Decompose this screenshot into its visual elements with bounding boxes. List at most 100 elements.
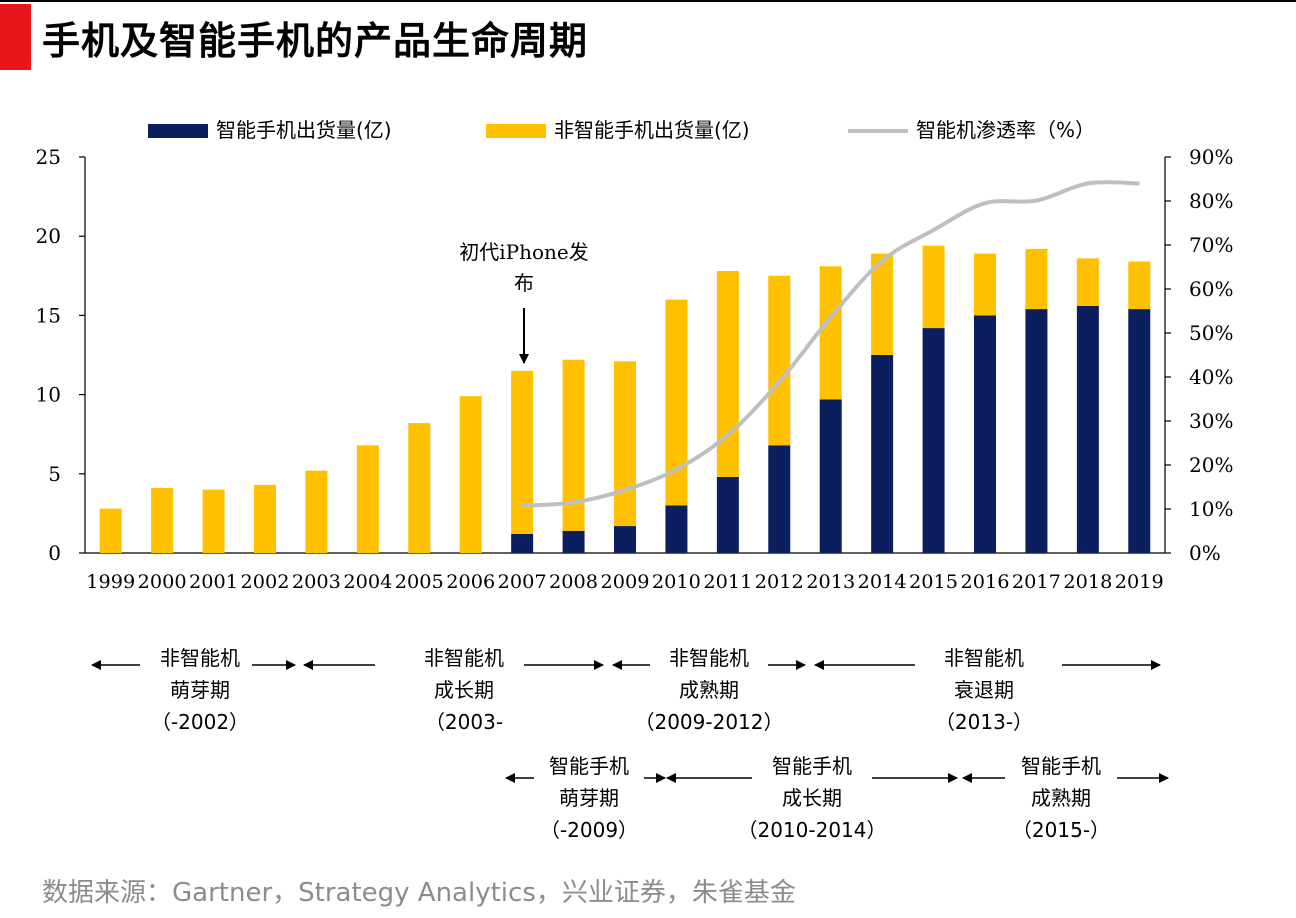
left-axis-tick-label: 5 (48, 462, 61, 486)
right-axis-tick-label: 40% (1189, 365, 1233, 389)
x-axis-label: 2018 (1063, 571, 1112, 593)
phase-label: （2010-2014） (737, 818, 886, 842)
bar-smart-2018 (1076, 305, 1099, 553)
bar-nonsmart-2006 (459, 396, 482, 553)
phase-label: 成熟期 (679, 678, 739, 702)
page-title: 手机及智能手机的产品生命周期 (42, 19, 589, 63)
phase-label: 智能手机 (772, 754, 852, 778)
x-axis-ticks: 1999 2000 2001 2002 2003 2004 2005 2006 2007 2008… (86, 571, 1164, 593)
phase-label: （2013-） (935, 710, 1033, 734)
x-axis-label: 2004 (343, 571, 392, 593)
phase-label: （-2009） (540, 818, 638, 842)
x-axis-label: 2002 (241, 571, 290, 593)
penetration-point-2015 (933, 229, 935, 231)
x-axis-label: 2008 (549, 571, 598, 593)
x-axis-label: 2017 (1012, 571, 1061, 593)
right-axis-tick-label: 50% (1189, 321, 1233, 345)
phase-label: 成长期 (782, 786, 842, 810)
bar-nonsmart-2004 (356, 445, 379, 553)
bar-nonsmart-2019 (1128, 261, 1151, 310)
penetration-point-2008 (573, 501, 575, 503)
left-axis-tick-label: 0 (48, 541, 61, 565)
nonsmart-phases: 非智能机 萌芽期 （-2002） 非智能机 成长期 （2003- 非智能机 成熟… (91, 646, 1161, 734)
x-axis-label: 2019 (1115, 571, 1164, 593)
penetration-point-2010 (675, 468, 677, 470)
penetration-point-2016 (984, 202, 986, 204)
bar-nonsmart-2007 (511, 370, 534, 534)
x-axis-label: 2003 (292, 571, 341, 593)
iphone-annotation: 初代iPhone发 布 (459, 240, 589, 364)
bar-series (99, 245, 1151, 553)
phase-label: 非智能机 (424, 646, 504, 670)
right-axis-tick-label: 70% (1189, 233, 1233, 257)
phase-label: 成熟期 (1031, 786, 1091, 810)
penetration-point-2007 (521, 505, 523, 507)
right-axis-tick-label: 30% (1189, 409, 1233, 433)
bar-smart-2007 (511, 533, 534, 553)
penetration-point-2011 (727, 434, 729, 436)
left-axis-tick-label: 25 (36, 145, 61, 169)
bar-smart-2010 (665, 505, 688, 553)
x-axis-label: 2011 (703, 571, 752, 593)
legend-swatch-nonsmart (486, 124, 546, 138)
source-note: 数据来源：Gartner，Strategy Analytics，兴业证券，朱雀基… (42, 878, 796, 908)
bar-smart-2015 (922, 328, 945, 553)
penetration-point-2012 (778, 381, 780, 383)
bar-smart-2014 (871, 355, 894, 553)
bar-nonsmart-2016 (974, 253, 996, 316)
bar-smart-2009 (614, 526, 636, 553)
phase-label: 衰退期 (954, 678, 1014, 702)
x-axis-label: 2012 (755, 571, 804, 593)
x-axis-label: 2007 (498, 571, 547, 593)
penetration-point-2017 (1035, 200, 1037, 202)
phase-label: （-2002） (151, 710, 249, 734)
x-axis-label: 2015 (909, 571, 958, 593)
x-axis-label: 2010 (652, 571, 701, 593)
left-axis-tick-label: 20 (36, 224, 61, 248)
title-accent-bar (0, 4, 31, 70)
phase-label: 智能手机 (549, 754, 629, 778)
annotation-text-line2: 布 (514, 271, 534, 295)
left-axis-ticks: 0 5 10 15 20 25 (36, 145, 85, 565)
bar-nonsmart-2011 (716, 271, 739, 477)
bar-smart-2016 (974, 315, 996, 553)
bar-nonsmart-2014 (871, 253, 894, 355)
x-axis-label: 2016 (961, 571, 1010, 593)
penetration-point-2018 (1087, 182, 1089, 184)
phase-label: （2015-） (1012, 818, 1110, 842)
phase-label: （2003- (425, 710, 503, 734)
right-axis-tick-label: 10% (1189, 497, 1233, 521)
penetration-point-2019 (1138, 182, 1140, 184)
right-axis-tick-label: 60% (1189, 277, 1233, 301)
bar-nonsmart-2005 (408, 423, 431, 553)
phase-label: （2009-2012） (634, 710, 783, 734)
phase-label: 萌芽期 (559, 786, 619, 810)
annotation-text-line1: 初代iPhone发 (459, 240, 589, 264)
bar-nonsmart-2003 (305, 470, 328, 553)
bar-nonsmart-2012 (768, 275, 791, 446)
x-axis-label: 2013 (806, 571, 855, 593)
bar-smart-2011 (716, 476, 739, 553)
bar-nonsmart-2010 (665, 299, 688, 506)
bar-smart-2019 (1128, 309, 1151, 553)
bar-smart-2008 (562, 530, 585, 553)
x-axis-label: 2014 (858, 571, 907, 593)
bar-nonsmart-2002 (254, 484, 276, 553)
x-axis-label: 2009 (601, 571, 650, 593)
phase-label: 非智能机 (160, 646, 240, 670)
x-axis-label: 1999 (86, 571, 135, 593)
penetration-point-2009 (624, 489, 626, 491)
bar-nonsmart-2017 (1025, 248, 1048, 310)
left-axis-tick-label: 15 (36, 303, 61, 327)
bar-smart-2017 (1025, 309, 1048, 553)
phase-label: 非智能机 (944, 646, 1024, 670)
legend: 智能手机出货量(亿) 非智能手机出货量(亿) 智能机渗透率（%） (148, 118, 1095, 142)
bar-nonsmart-2000 (151, 488, 174, 553)
legend-label-smart: 智能手机出货量(亿) (216, 118, 392, 142)
x-axis-label: 2000 (138, 571, 187, 593)
x-axis-label: 2005 (395, 571, 444, 593)
bar-nonsmart-2018 (1076, 258, 1099, 306)
x-axis-label: 2001 (189, 571, 238, 593)
bar-nonsmart-2009 (614, 361, 636, 527)
bar-nonsmart-2015 (922, 245, 945, 329)
